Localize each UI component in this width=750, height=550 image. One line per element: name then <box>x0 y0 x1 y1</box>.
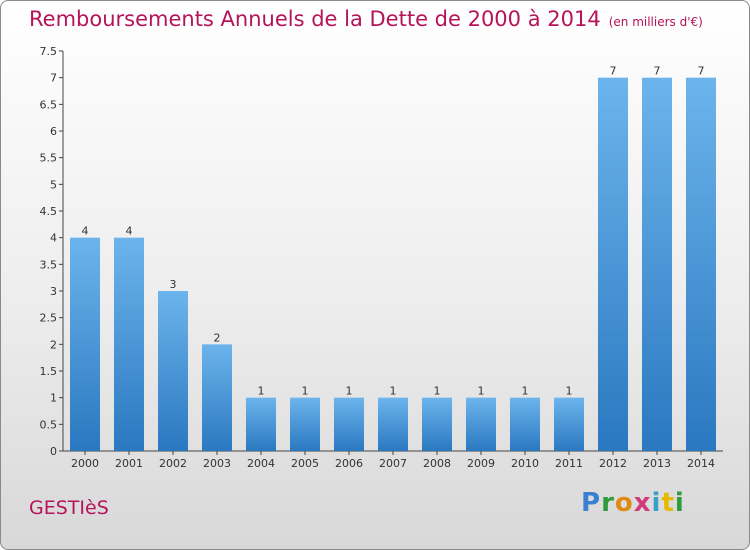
y-tick-label: 5 <box>50 178 57 191</box>
data-label: 7 <box>698 65 705 78</box>
bar <box>114 237 144 451</box>
data-label: 1 <box>346 385 353 398</box>
data-label: 4 <box>82 225 89 238</box>
x-tick-label: 2004 <box>247 457 275 470</box>
data-label: 1 <box>522 385 529 398</box>
x-tick-label: 2005 <box>291 457 319 470</box>
logo-letter: i <box>674 488 685 518</box>
bar <box>598 77 628 452</box>
bar <box>642 77 672 452</box>
x-tick-label: 2003 <box>203 457 231 470</box>
bar <box>510 397 540 451</box>
data-label: 1 <box>390 385 397 398</box>
x-tick-label: 2014 <box>687 457 715 470</box>
x-tick-label: 2000 <box>71 457 99 470</box>
commune-name: GESTIèS <box>29 497 109 519</box>
x-tick-label: 2013 <box>643 457 671 470</box>
y-tick-label: 3 <box>50 285 57 298</box>
chart-subtitle: (en milliers d'€) <box>608 15 703 29</box>
x-tick-label: 2007 <box>379 457 407 470</box>
y-tick-label: 5.5 <box>40 152 58 165</box>
y-tick-label: 2.5 <box>40 312 58 325</box>
x-tick-label: 2010 <box>511 457 539 470</box>
y-tick-label: 6 <box>50 125 57 138</box>
x-tick-label: 2002 <box>159 457 187 470</box>
x-tick-label: 2012 <box>599 457 627 470</box>
bar <box>334 397 364 451</box>
y-tick-label: 1 <box>50 392 57 405</box>
bar <box>246 397 276 451</box>
data-label: 1 <box>302 385 309 398</box>
bar <box>158 291 188 451</box>
y-tick-label: 2 <box>50 338 57 351</box>
y-tick-label: 7.5 <box>40 45 58 58</box>
bar <box>686 77 716 452</box>
data-label: 1 <box>258 385 265 398</box>
logo-letter: r <box>601 488 615 518</box>
logo-letter: i <box>651 488 662 518</box>
data-label: 1 <box>478 385 485 398</box>
bar <box>290 397 320 451</box>
x-tick-label: 2001 <box>115 457 143 470</box>
proxiti-logo: Proxiti <box>581 488 685 518</box>
data-label: 3 <box>170 278 177 291</box>
x-tick-label: 2011 <box>555 457 583 470</box>
bar <box>422 397 452 451</box>
logo-letter: P <box>581 488 602 518</box>
y-tick-label: 7 <box>50 72 57 85</box>
bar <box>70 237 100 451</box>
x-tick-label: 2009 <box>467 457 495 470</box>
y-tick-label: 3.5 <box>40 258 58 271</box>
data-label: 2 <box>214 331 221 344</box>
data-label: 1 <box>566 385 573 398</box>
x-tick-label: 2006 <box>335 457 363 470</box>
data-label: 1 <box>434 385 441 398</box>
y-tick-label: 1.5 <box>40 365 58 378</box>
bar <box>554 397 584 451</box>
y-tick-label: 4 <box>50 232 57 245</box>
chart-title: Remboursements Annuels de la Dette de 20… <box>29 7 703 31</box>
bar <box>202 344 232 451</box>
chart-title-text: Remboursements Annuels de la Dette de 20… <box>29 7 601 31</box>
bar <box>378 397 408 451</box>
bar <box>466 397 496 451</box>
y-tick-label: 6.5 <box>40 98 58 111</box>
y-tick-label: 0 <box>50 445 57 458</box>
x-tick-label: 2008 <box>423 457 451 470</box>
logo-letter: t <box>661 488 675 518</box>
data-label: 7 <box>610 65 617 78</box>
logo-letter: o <box>614 488 634 518</box>
y-tick-label: 4.5 <box>40 205 58 218</box>
logo-letter: x <box>633 488 652 518</box>
data-label: 7 <box>654 65 661 78</box>
y-tick-label: 0.5 <box>40 418 58 431</box>
data-label: 4 <box>126 225 133 238</box>
